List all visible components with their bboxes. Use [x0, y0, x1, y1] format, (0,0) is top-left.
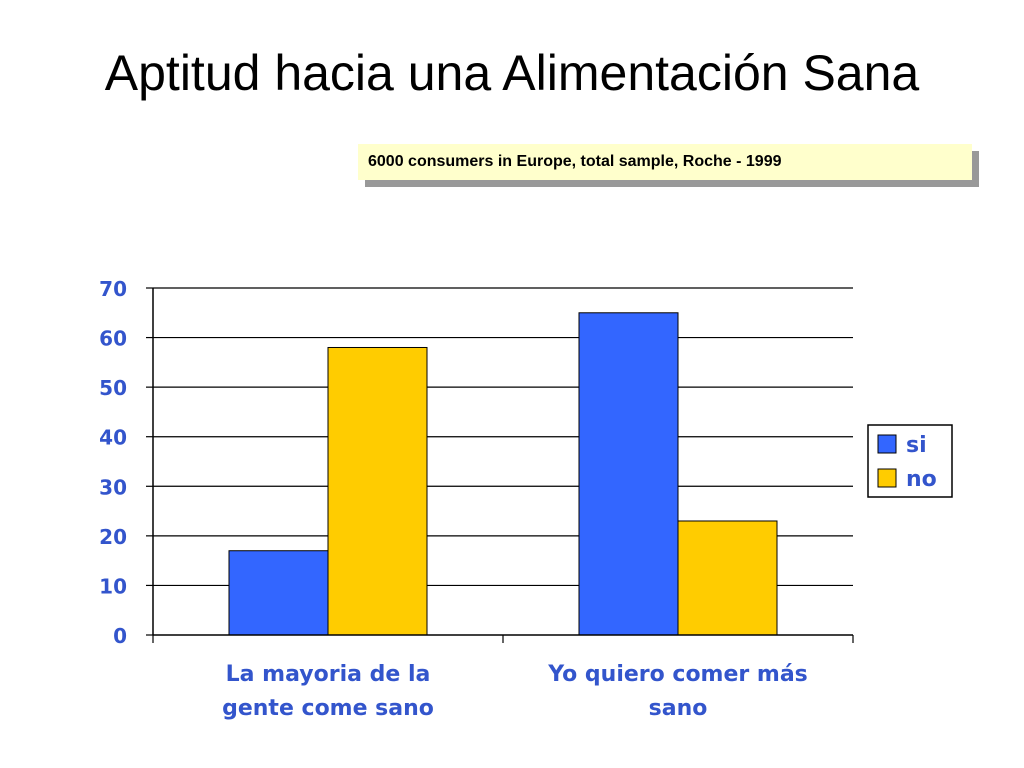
y-tick-label: 70 — [99, 277, 127, 301]
y-tick-label: 40 — [99, 426, 127, 450]
axes — [146, 287, 854, 643]
category-label-line: gente come sano — [222, 696, 434, 721]
category-label-line: Yo quiero comer más — [547, 662, 808, 687]
bar-si — [578, 312, 679, 636]
legend-swatch-no — [877, 468, 897, 488]
legend: si no — [867, 424, 953, 498]
category-label-line: La mayoria de la — [226, 662, 431, 687]
slide-title: Aptitud hacia una Alimentación Sana — [104, 45, 920, 101]
bars — [228, 312, 778, 636]
bar-no — [677, 520, 778, 636]
category-label: La mayoria de la gente come sano — [222, 662, 434, 721]
category-label-line: sano — [649, 696, 708, 721]
y-tick-label: 60 — [99, 327, 127, 351]
category-label: Yo quiero comer más sano — [547, 662, 808, 721]
bar-si — [228, 550, 329, 636]
legend-label-no: no — [906, 467, 937, 492]
bar-no — [327, 346, 428, 636]
y-tick-labels: 0 10 20 30 40 50 60 70 — [99, 277, 127, 648]
y-tick-label: 20 — [99, 525, 127, 549]
y-tick-label: 50 — [99, 376, 127, 400]
y-tick-label: 0 — [113, 624, 127, 648]
legend-swatch-si — [877, 434, 897, 454]
y-tick-label: 30 — [99, 475, 127, 499]
y-tick-label: 10 — [99, 574, 127, 598]
legend-label-si: si — [906, 433, 927, 458]
category-labels: La mayoria de la gente come sano Yo quiero… — [222, 662, 808, 721]
source-note: 6000 consumers in Europe, total sample, … — [358, 144, 972, 180]
